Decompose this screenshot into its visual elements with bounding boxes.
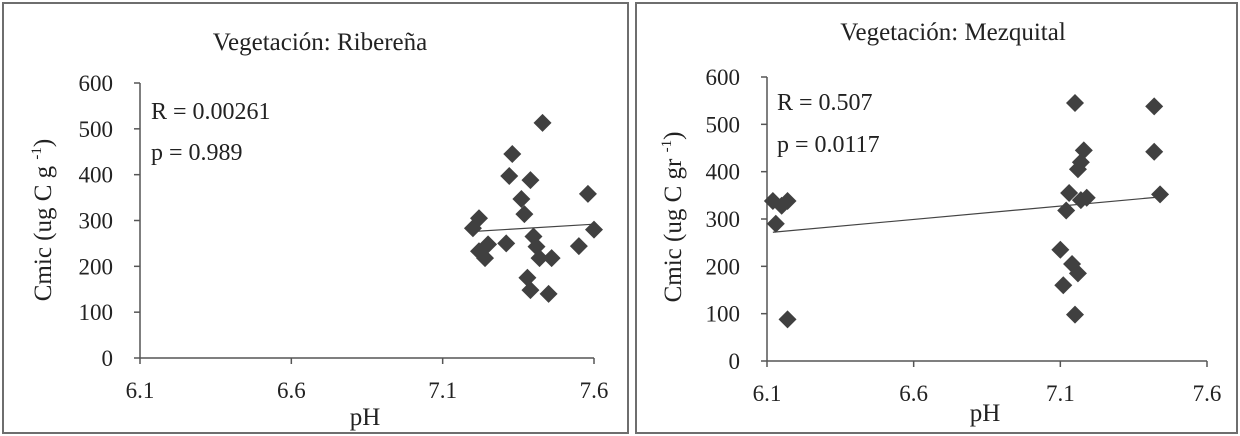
y-tick-label: 300 xyxy=(706,207,741,232)
scatter-chart-mezquital: Vegetación: Mezquital 0 100 200 300 400 500 600… xyxy=(659,19,1222,427)
x-tick-label: 6.1 xyxy=(126,378,155,403)
y-tick-label: 100 xyxy=(706,302,741,327)
data-point xyxy=(539,284,558,303)
data-point xyxy=(772,196,791,215)
data-point xyxy=(521,171,540,190)
y-tick-label: 500 xyxy=(706,112,741,137)
data-point xyxy=(1066,94,1084,113)
data-point xyxy=(1145,142,1164,161)
data-point xyxy=(578,184,597,203)
x-tick-label: 7.6 xyxy=(580,378,609,403)
data-point xyxy=(1060,183,1079,202)
data-point xyxy=(530,249,549,268)
data-point xyxy=(1066,305,1084,324)
y-tick-label: 200 xyxy=(79,254,114,279)
data-point xyxy=(766,214,785,233)
y-tick-label: 0 xyxy=(729,349,741,374)
stat-annotation: R = 0.00261 xyxy=(151,99,271,125)
y-tick-label: 100 xyxy=(79,300,114,325)
data-point xyxy=(497,234,516,253)
data-point xyxy=(479,235,498,254)
data-point xyxy=(518,268,537,287)
y-axis-label: Cmic (ug C gr -1) xyxy=(659,132,687,303)
x-tick-label: 7.1 xyxy=(1046,381,1075,406)
data-point xyxy=(521,281,540,300)
x-axis-label: pH xyxy=(970,400,1001,427)
x-tick-label: 7.1 xyxy=(428,378,457,403)
data-point xyxy=(1068,160,1087,179)
chart-title: Vegetación: Ribereña xyxy=(213,29,428,56)
y-tick-label: 400 xyxy=(706,160,741,185)
data-point xyxy=(469,209,488,228)
x-axis-label: pH xyxy=(350,404,381,431)
data-point xyxy=(512,189,531,208)
data-point xyxy=(1068,264,1087,283)
data-point xyxy=(1057,201,1076,220)
data-point xyxy=(1077,188,1096,207)
data-point xyxy=(515,205,534,224)
stat-annotation: R = 0.507 xyxy=(777,90,873,116)
chart-panel-riberena: Vegetación: Ribereña 0 100 200 300 400 500 600 6… xyxy=(2,2,629,434)
data-point xyxy=(1074,141,1093,160)
chart-title: Vegetación: Mezquital xyxy=(840,19,1066,46)
x-tick-label: 6.6 xyxy=(277,378,306,403)
y-tick-label: 600 xyxy=(706,65,741,90)
trend-line xyxy=(772,196,1158,233)
data-point xyxy=(542,249,561,268)
y-tick-label: 300 xyxy=(79,209,114,234)
y-tick-label: 400 xyxy=(79,163,114,188)
x-tick-label: 6.1 xyxy=(753,381,782,406)
data-point xyxy=(569,237,588,256)
stat-annotation: p = 0.0117 xyxy=(777,132,880,158)
scatter-chart-riberena: Vegetación: Ribereña 0 100 200 300 400 500 600 6… xyxy=(29,29,609,431)
stat-annotation: p = 0.989 xyxy=(151,140,243,166)
data-point xyxy=(476,249,495,268)
chart-panel-mezquital: Vegetación: Mezquital 0 100 200 300 400 500 600… xyxy=(635,2,1238,434)
x-tick-label: 7.6 xyxy=(1193,381,1222,406)
data-point xyxy=(533,113,552,132)
data-point xyxy=(1145,97,1164,116)
x-tick-label: 6.6 xyxy=(899,381,928,406)
data-point xyxy=(1151,185,1170,204)
data-point xyxy=(1071,153,1090,172)
data-point xyxy=(778,310,797,329)
y-tick-label: 600 xyxy=(79,71,114,96)
data-point xyxy=(500,167,519,186)
data-point xyxy=(1051,240,1070,259)
data-point xyxy=(1054,276,1073,295)
y-axis-label: Cmic (ug C g -1) xyxy=(29,139,57,302)
data-point xyxy=(778,192,797,211)
y-tick-label: 0 xyxy=(102,346,114,371)
data-point xyxy=(503,145,522,164)
data-point xyxy=(585,220,603,239)
y-tick-label: 200 xyxy=(706,254,741,279)
y-tick-label: 500 xyxy=(79,117,114,142)
data-point xyxy=(763,192,782,211)
